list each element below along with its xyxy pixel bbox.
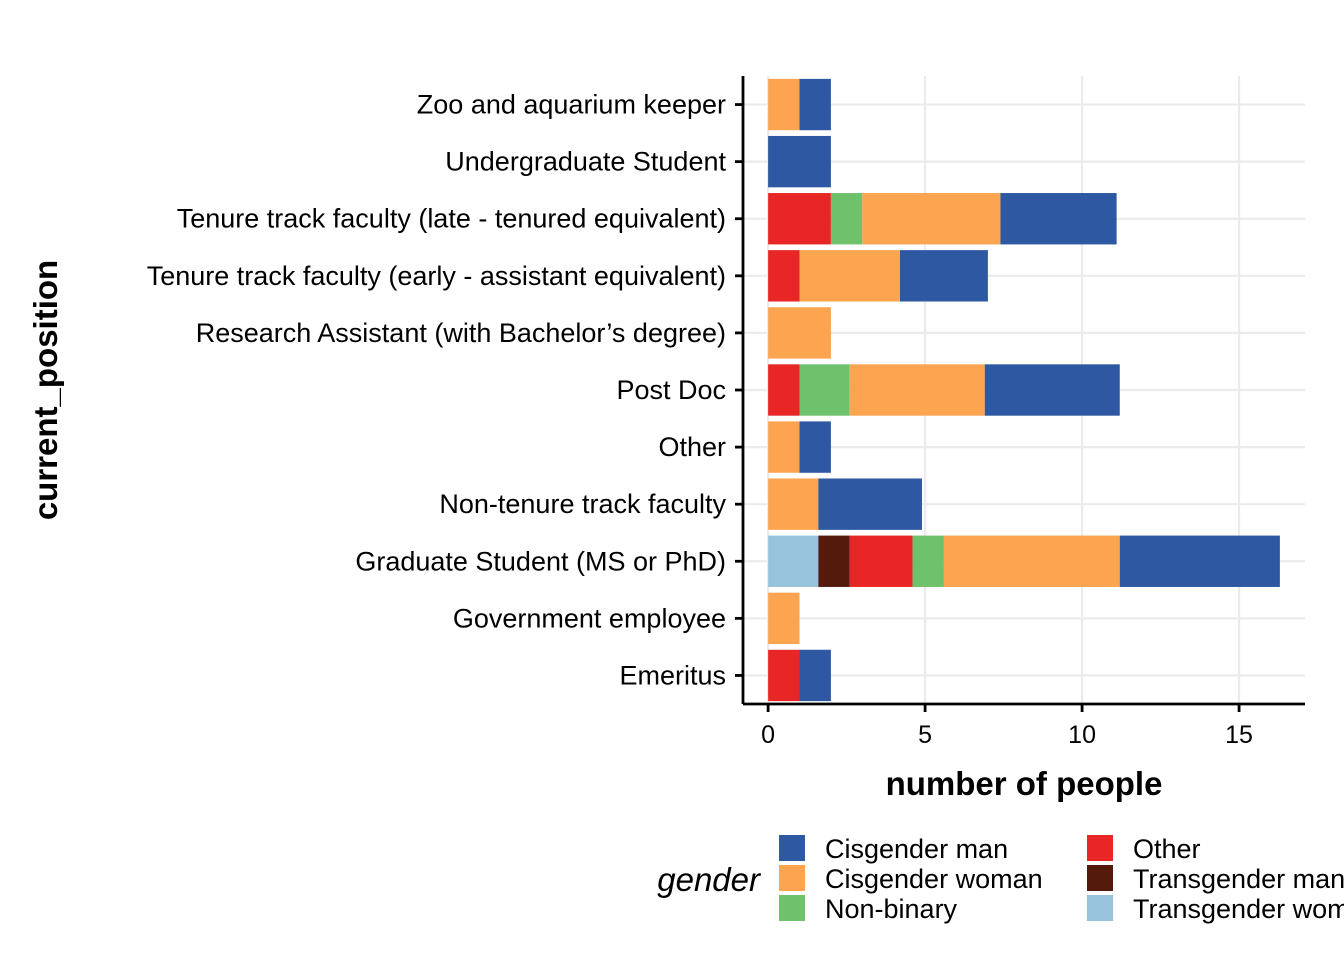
x-tick-label: 0 [761,721,775,749]
bar-segment-cisgender-man [818,478,922,530]
bar-segment-cisgender-man [799,78,831,131]
y-tick-label: Tenure track faculty (late - tenured equ… [177,204,726,234]
x-tick-label: 15 [1225,721,1253,749]
x-tick-label: 10 [1068,721,1096,749]
y-tick-label: Tenure track faculty (early - assistant … [147,261,726,291]
bar-segment-cisgender-man [984,364,1120,416]
bar-segment-other [768,193,831,245]
y-tick-label: Government employee [453,603,726,633]
y-tick-label: Undergraduate Student [445,147,726,177]
bar-segment-transgender-man [818,535,850,587]
bar-segment-non-binary [799,364,850,416]
x-tick-label: 5 [918,721,932,749]
legend-swatch-non-binary [779,895,805,921]
bar-segment-cisgender-woman [768,421,800,473]
bar-segment-non-binary [830,193,863,245]
bar-segment-other [768,250,800,302]
bar-segment-cisgender-man [899,250,988,302]
legend-title: gender [657,861,762,898]
legend-swatch-cisgender-man [779,835,805,861]
bar-segment-cisgender-man [799,421,831,473]
y-tick-label: Non-tenure track faculty [439,489,726,519]
legend-label: Other [1133,834,1201,864]
bar-segment-transgender-woman [768,535,819,587]
y-tick-label: Emeritus [619,660,726,690]
legend-label: Cisgender woman [825,864,1043,894]
bar-segment-cisgender-woman [849,364,985,416]
bar-segment-cisgender-woman [768,592,800,645]
y-tick-labels: Emeritus Government employee Graduate Stud… [147,90,743,690]
bar-segment-non-binary [912,535,944,587]
legend-swatch-cisgender-woman [779,865,805,891]
bar-segment-cisgender-woman [862,193,1001,245]
bar-segment-cisgender-man [799,649,831,702]
legend-label: Cisgender man [825,834,1008,864]
bar-segment-cisgender-woman [799,250,900,302]
bar-segment-cisgender-man [1000,193,1117,245]
legend-label: Transgender woman [1133,894,1344,924]
y-tick-label: Graduate Student (MS or PhD) [355,546,726,576]
bar-segment-cisgender-woman [768,78,800,131]
x-tick-labels: 0 5 10 15 [761,704,1253,749]
y-tick-label: Other [658,432,726,462]
legend-label: Non-binary [825,894,958,924]
y-tick-label: Research Assistant (with Bachelor’s degr… [196,318,726,348]
bar-segment-other [768,364,800,416]
legend-swatch-transgender-man [1087,865,1113,891]
x-axis-title: number of people [886,765,1163,802]
bar-segment-cisgender-woman [768,478,819,530]
bar-segment-cisgender-woman [768,307,831,359]
bar-segment-other [768,649,800,702]
y-tick-label: Zoo and aquarium keeper [417,90,726,120]
bar-segment-cisgender-man [768,135,831,188]
legend-label: Transgender man [1133,864,1344,894]
legend-swatch-transgender-woman [1087,895,1113,921]
bar-segment-other [849,535,913,587]
y-tick-label: Post Doc [616,375,726,405]
bar-segment-cisgender-woman [943,535,1120,587]
legend-swatch-other [1087,835,1113,861]
y-axis-title: current_position [27,260,64,520]
bar-segment-cisgender-man [1119,535,1280,587]
bars [768,78,1280,702]
